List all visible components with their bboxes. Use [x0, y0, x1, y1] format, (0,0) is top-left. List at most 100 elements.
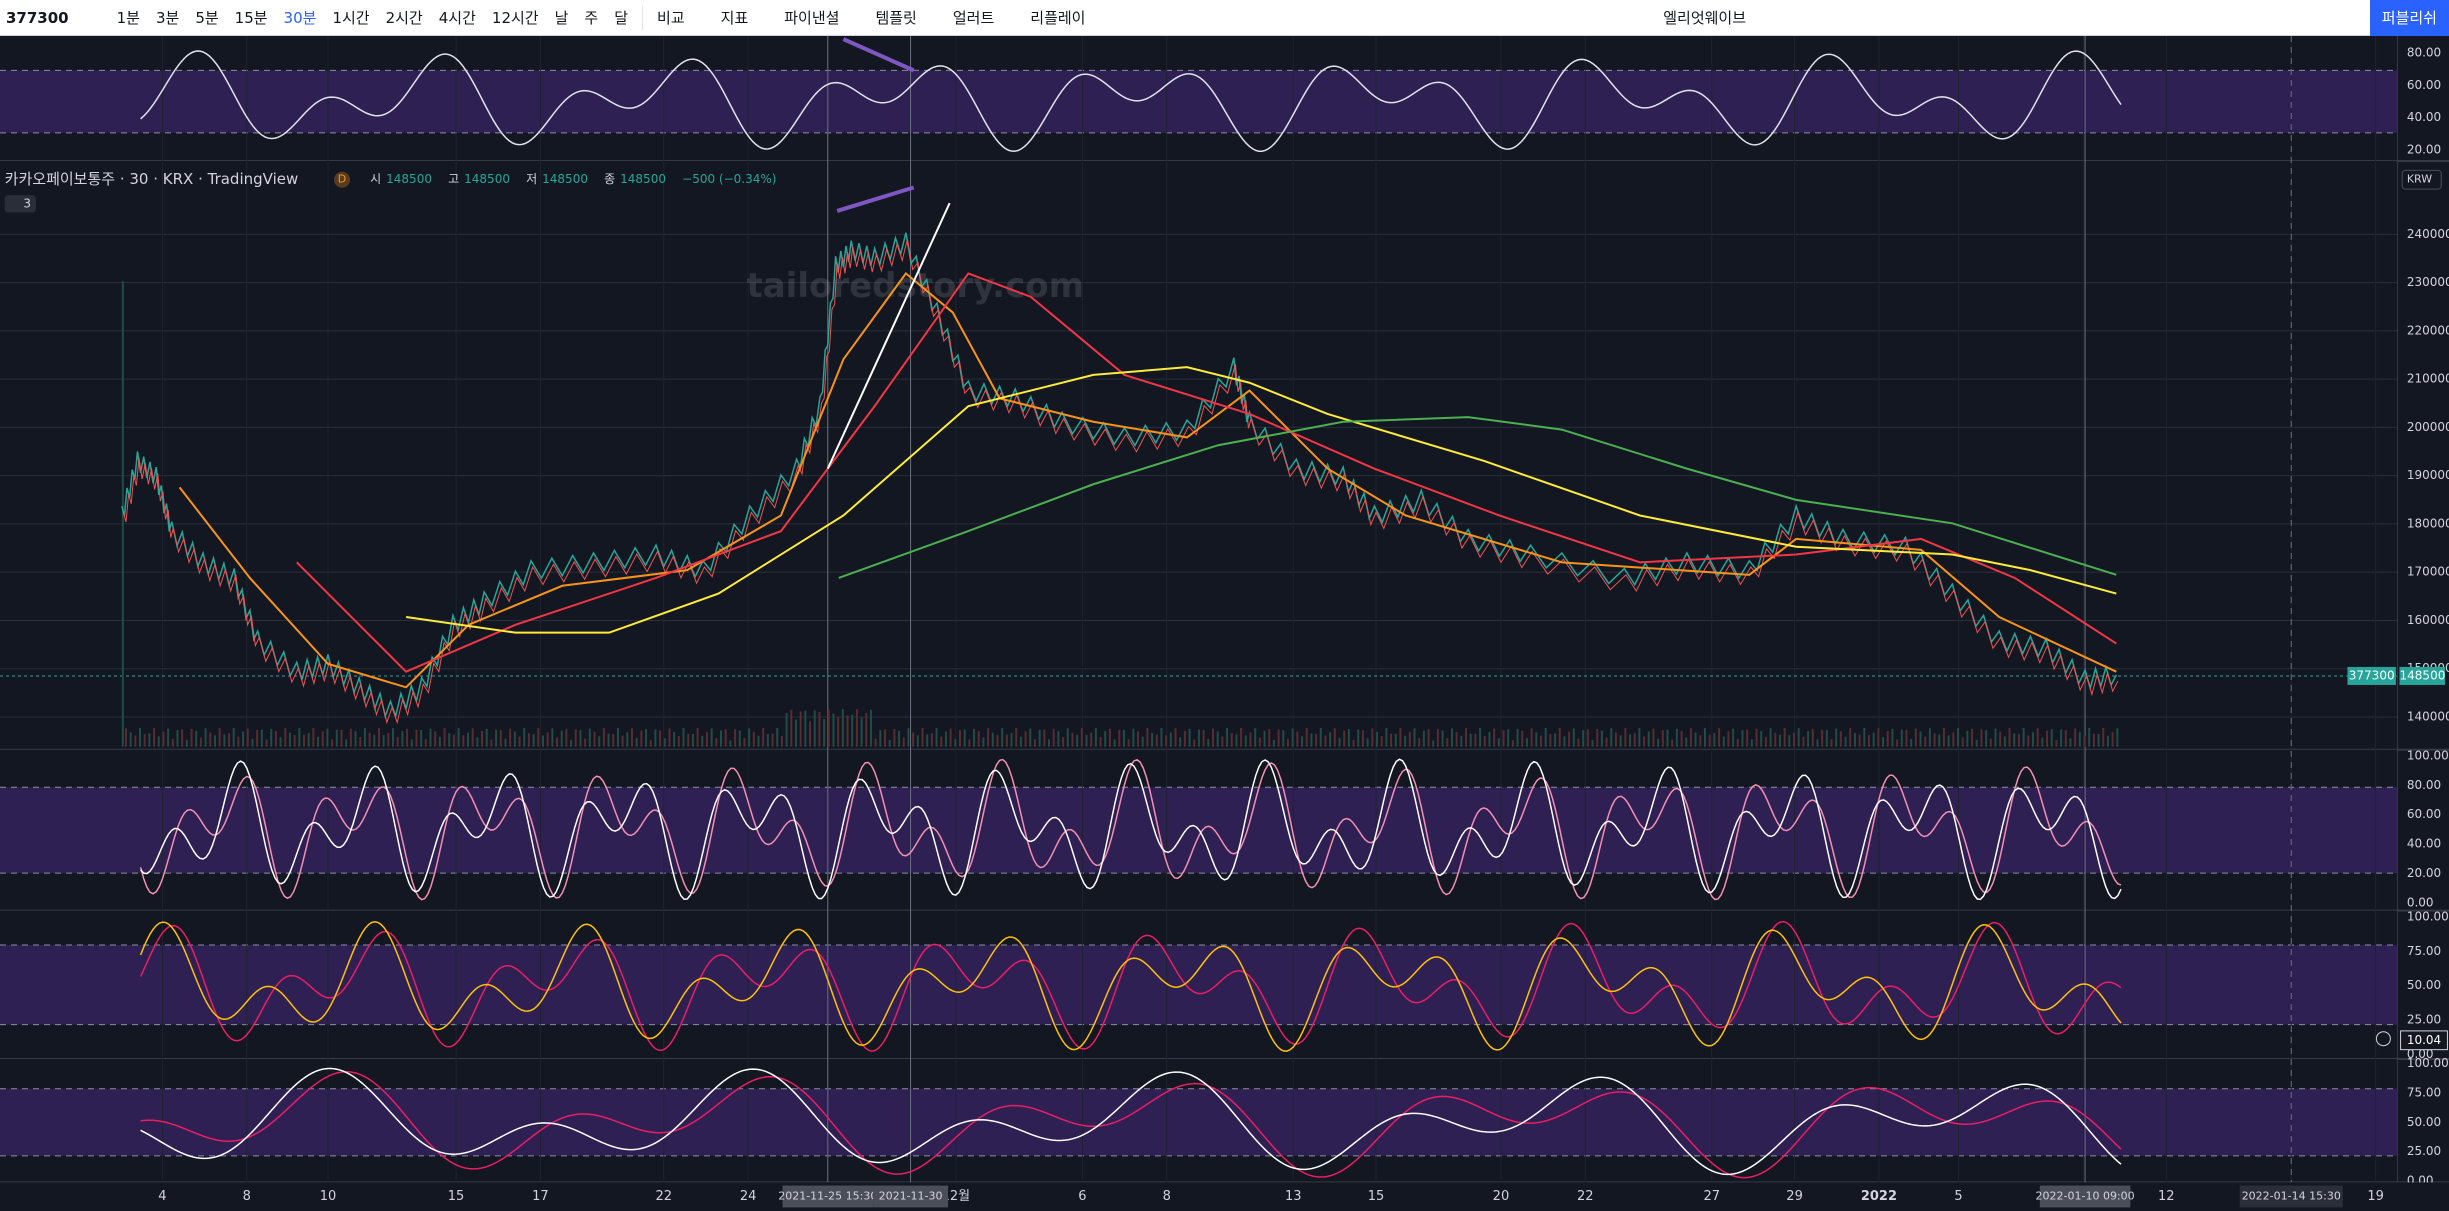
volume-bar	[1699, 735, 1702, 747]
tool-button[interactable]: 파이낸셜	[784, 9, 840, 27]
volume-bar	[1230, 733, 1233, 747]
volume-bar	[935, 728, 938, 747]
publish-button[interactable]: 퍼블리쉬	[2369, 0, 2449, 36]
volume-bar	[602, 727, 605, 747]
volume-bar	[223, 734, 226, 747]
interval-button[interactable]: 30분	[283, 9, 317, 27]
volume-bar	[1891, 728, 1894, 747]
interval-button[interactable]: 15분	[234, 9, 268, 27]
legend-field: 148500	[620, 172, 666, 186]
tool-button[interactable]: 리플레이	[1030, 9, 1086, 27]
volume-bar	[1094, 728, 1097, 747]
volume-bar	[406, 728, 409, 747]
interval-button[interactable]: 5분	[195, 9, 219, 27]
volume-bar	[157, 736, 160, 747]
volume-bar	[504, 738, 507, 747]
volume-bar	[1104, 731, 1107, 747]
interval-button[interactable]: 2시간	[385, 9, 423, 27]
time-label: 6	[1078, 1189, 1086, 1204]
interval-button[interactable]: 3분	[155, 9, 180, 27]
volume-bar	[1582, 730, 1585, 747]
interval-button[interactable]: 4시간	[438, 9, 476, 27]
volume-bar	[1736, 739, 1739, 747]
band	[0, 70, 2398, 133]
time-label: 2022	[1861, 1189, 1897, 1204]
tool-button[interactable]: 얼러트	[952, 9, 995, 27]
volume-bar	[1197, 729, 1200, 747]
volume-bar	[345, 739, 348, 747]
volume-bar	[1404, 735, 1407, 747]
volume-bar	[1858, 734, 1861, 747]
volume-bar	[270, 728, 273, 747]
volume-bar	[537, 727, 540, 747]
volume-bar	[185, 739, 188, 747]
time-label: 22	[656, 1189, 673, 1204]
tool-button[interactable]: 지표	[720, 9, 749, 27]
legend-field: 148500	[542, 172, 588, 186]
volume-bar	[2036, 728, 2039, 747]
tool-button[interactable]: 템플릿	[875, 9, 917, 27]
volume-bar	[865, 712, 868, 747]
volume-bar	[968, 739, 971, 747]
volume-bar	[757, 735, 760, 747]
volume-bar	[279, 737, 282, 747]
interval-button[interactable]: 12시간	[491, 9, 539, 27]
volume-bar	[630, 728, 633, 747]
volume-bar	[312, 728, 315, 747]
volume-bar	[485, 728, 488, 747]
volume-bar	[1183, 730, 1186, 747]
add-button[interactable]	[2375, 1031, 2391, 1047]
volume-bar	[1966, 730, 1969, 747]
volume-bar	[846, 715, 849, 747]
price-badge-label: 148500	[2400, 668, 2446, 682]
price-badge	[2347, 666, 2396, 685]
axis-label: 100.00	[2407, 749, 2449, 763]
collapse-box[interactable]	[4, 195, 36, 213]
volume-bar	[190, 728, 193, 747]
volume-bar	[1371, 728, 1374, 747]
volume-bar	[982, 737, 985, 747]
tool-button[interactable]: 비교	[657, 9, 685, 27]
volume-bar	[1708, 734, 1711, 747]
time-label: 15	[448, 1189, 465, 1204]
volume-bar	[1446, 738, 1449, 747]
tools: 비교 지표 파이낸셜 템플릿 얼러트 리플레이	[649, 7, 1113, 28]
trend-line	[836, 185, 915, 213]
legend-field: 종	[604, 172, 615, 186]
volume-bar	[1146, 728, 1149, 747]
symbol[interactable]: 377300	[6, 8, 69, 27]
volume-bar	[443, 728, 446, 747]
volume-bar	[466, 732, 469, 747]
axis-label: 20.00	[2407, 866, 2441, 880]
volume-bar	[1952, 732, 1955, 747]
volume-bar	[1605, 737, 1608, 747]
volume-bar	[1483, 736, 1486, 747]
interval-button[interactable]: 달	[614, 9, 629, 27]
volume-bar	[720, 730, 723, 747]
interval-button[interactable]: 1분	[116, 9, 140, 27]
volume-bar	[1769, 728, 1772, 747]
price-label: 230000	[2407, 275, 2449, 289]
volume-bar	[392, 728, 395, 747]
volume-bar	[303, 734, 306, 747]
layout-name[interactable]: 엘리엇웨이브	[1663, 9, 1747, 27]
interval-button[interactable]: 날	[554, 9, 569, 27]
price-label: 240000	[2407, 227, 2449, 241]
volume-bar	[1272, 739, 1275, 747]
interval-button[interactable]: 1시간	[332, 9, 370, 27]
axis-label: 25.00	[2407, 1012, 2441, 1026]
volume-bar	[799, 711, 802, 747]
volume-bar	[1549, 734, 1552, 747]
volume-bar	[1029, 728, 1032, 747]
interval-button[interactable]: 주	[584, 9, 599, 27]
volume-bar	[2008, 728, 2011, 747]
panel	[0, 160, 2398, 750]
volume-bar	[691, 733, 694, 747]
volume-bar	[551, 728, 554, 747]
volume-bar	[884, 729, 887, 747]
volume-bar	[1764, 737, 1767, 747]
volume-bar	[1783, 727, 1786, 747]
volume-bar	[1975, 739, 1978, 747]
volume-bar	[1001, 727, 1004, 747]
volume-bar	[659, 730, 662, 747]
